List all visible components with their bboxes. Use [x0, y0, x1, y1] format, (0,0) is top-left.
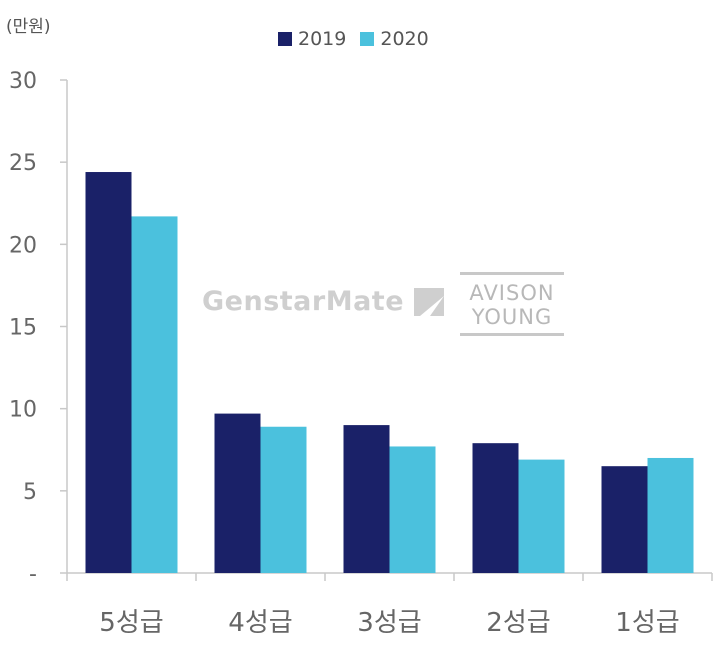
y-tick-label: 5: [23, 480, 37, 505]
avison-watermark-line2: YOUNG: [471, 305, 553, 329]
y-axis-unit-label: (만원): [6, 17, 51, 37]
y-tick-label: 15: [9, 316, 37, 341]
y-tick-label: 20: [9, 233, 37, 258]
bar-2019-1: [214, 413, 261, 573]
legend-item-2020: 2020: [360, 28, 429, 50]
x-tick-label: 3성급: [357, 608, 421, 638]
legend-label-2020: 2020: [380, 28, 429, 50]
chart-legend: 2019 2020: [278, 28, 429, 50]
legend-swatch-2019: [278, 32, 292, 46]
avison-young-watermark: AVISON YOUNG: [460, 272, 564, 336]
bar-2020-2: [389, 446, 436, 573]
bar-2019-0: [85, 172, 132, 573]
y-tick-label: 25: [9, 151, 37, 176]
y-tick-label: 30: [9, 69, 37, 94]
legend-swatch-2020: [360, 32, 375, 46]
bar-2020-1: [260, 426, 307, 573]
legend-label-2019: 2019: [298, 28, 347, 50]
bar-2020-0: [131, 216, 178, 573]
bar-2019-4: [601, 466, 648, 573]
bar-2020-3: [518, 459, 565, 573]
avison-watermark-line1: AVISON: [469, 281, 555, 305]
x-tick-label: 2성급: [486, 608, 550, 638]
x-tick-label: 1성급: [615, 608, 679, 638]
y-tick-label: -: [29, 562, 37, 587]
x-tick-label: 5성급: [99, 608, 163, 638]
genstarmate-watermark: GenstarMate: [202, 286, 445, 317]
bar-2019-3: [472, 443, 519, 573]
genstarmate-logo-icon: [414, 287, 445, 316]
legend-item-2019: 2019: [278, 28, 346, 50]
bar-2019-2: [343, 425, 390, 573]
y-tick-label: 10: [9, 398, 37, 423]
genstarmate-watermark-text: GenstarMate: [202, 286, 405, 317]
bar-2020-4: [647, 457, 694, 573]
x-tick-label: 4성급: [228, 608, 292, 638]
